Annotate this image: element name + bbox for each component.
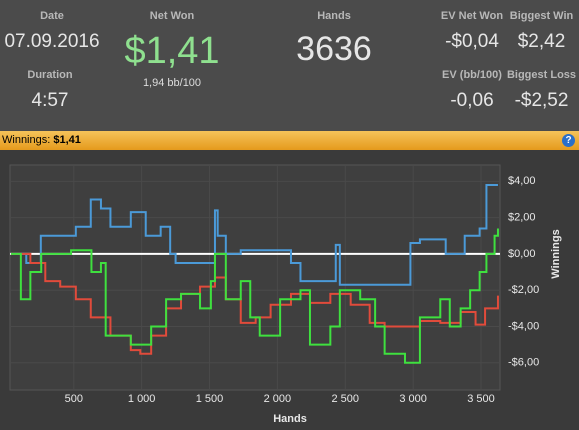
value: -$2,52 (514, 90, 569, 111)
label: EV Net Won (440, 10, 504, 22)
plot-area (9, 164, 501, 391)
chart: Hands Winnings 500 1 000 1 500 2 000 2 500 3 … (9, 164, 562, 425)
y-tick-label: $2,00 (508, 212, 536, 224)
label: Date (40, 10, 64, 22)
hands: 3636 (296, 30, 372, 68)
x-tick-label: 1 000 (128, 393, 156, 405)
y-tick-label: $4,00 (508, 175, 536, 187)
y-tick-label: -$2,00 (508, 284, 539, 296)
x-tick-label: 1 500 (196, 393, 224, 405)
x-axis-label: Hands (273, 413, 307, 425)
series-line (10, 183, 498, 286)
label: EV (bb/100) (442, 69, 502, 81)
series-line (10, 252, 499, 355)
value: 4:57 (31, 90, 69, 111)
label: Net Won (149, 10, 195, 22)
bar-label: Winnings: (2, 134, 51, 146)
y-tick-label: -$6,00 (508, 357, 539, 369)
x-tick-label: 2 000 (264, 393, 292, 405)
series-line (10, 228, 499, 364)
value: 07.09.2016 (4, 31, 100, 52)
value: -0,06 (450, 90, 494, 111)
value: -$0,04 (445, 31, 499, 52)
y-axis-label: Winnings (550, 229, 562, 278)
label: Biggest Win (509, 10, 574, 22)
x-tick-label: 3 000 (399, 393, 427, 405)
label: Hands (317, 10, 351, 22)
net-won: $1,41 (124, 30, 220, 72)
winnings-bar: Winnings: $1,41 ? (0, 131, 579, 150)
help-button[interactable]: ? (562, 134, 575, 147)
bar-value: $1,41 (53, 134, 81, 146)
value: $2,42 (517, 31, 566, 52)
stats-header: Date 07.09.2016 Duration 4:57 Net Won $1… (0, 0, 579, 131)
x-tick-label: 3 500 (467, 393, 495, 405)
y-tick-label: -$4,00 (508, 320, 539, 332)
y-tick-label: $0,00 (508, 248, 536, 260)
label: Duration (27, 69, 73, 81)
x-tick-label: 2 500 (331, 393, 359, 405)
x-tick-label: 500 (65, 393, 83, 405)
label: Biggest Loss (506, 69, 577, 81)
sub-value: 1,94 bb/100 (142, 77, 202, 89)
